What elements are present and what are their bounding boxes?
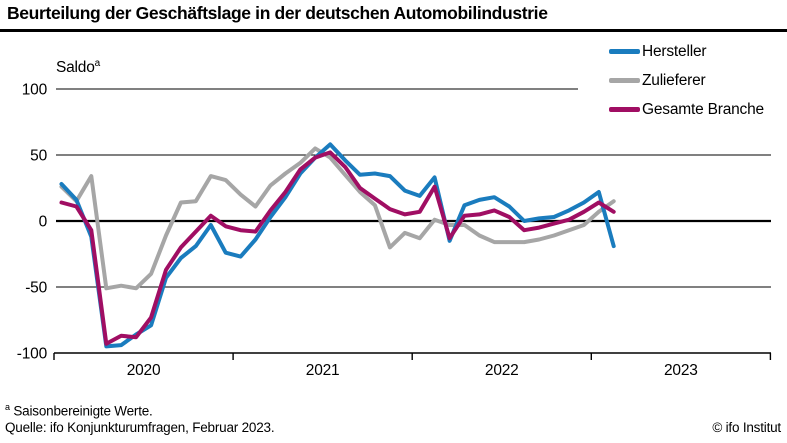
legend-swatch	[609, 49, 640, 54]
legend-item-gesamte-branche: Gesamte Branche	[609, 95, 764, 124]
y-tick-label-0: 0	[39, 213, 48, 230]
series-line-hersteller	[59, 142, 616, 349]
series-line-zulieferer	[59, 146, 616, 291]
y-axis-title-footnote-marker: a	[94, 58, 101, 69]
copyright: © ifo Institut	[712, 420, 781, 435]
y-axis-title-text: Saldo	[56, 59, 95, 77]
legend-item-hersteller: Hersteller	[609, 37, 764, 66]
x-tick-label-2022: 2022	[485, 362, 519, 379]
y-axis-title: Saldoa	[56, 58, 100, 77]
legend-item-zulieferer: Zulieferer	[609, 66, 764, 95]
x-tick-label-2020: 2020	[127, 362, 161, 379]
source-line: Quelle: ifo Konjunkturumfragen, Februar …	[5, 420, 275, 435]
legend: Hersteller Zulieferer Gesamte Branche	[609, 37, 764, 124]
y-tick-label-100: 100	[22, 81, 48, 98]
legend-label: Hersteller	[642, 42, 707, 60]
legend-label: Gesamte Branche	[642, 100, 764, 118]
legend-label: Zulieferer	[642, 71, 706, 89]
series-line-gesamte-branche	[59, 150, 616, 346]
y-tick-label-50: 50	[30, 147, 47, 164]
page-title: Beurteilung der Geschäftslage in der deu…	[7, 3, 548, 23]
y-tick-label--50: -50	[25, 279, 47, 296]
title-divider	[0, 29, 787, 32]
y-tick-label--100: -100	[17, 345, 48, 362]
x-tick-label-2023: 2023	[664, 362, 698, 379]
footnote-marker: a	[5, 402, 10, 412]
legend-swatch	[609, 107, 640, 112]
footnote-text: Saisonbereinigte Werte.	[13, 403, 153, 419]
footnote: a Saisonbereinigte Werte.	[5, 402, 153, 419]
legend-swatch	[609, 78, 640, 83]
x-tick-label-2021: 2021	[306, 362, 340, 379]
